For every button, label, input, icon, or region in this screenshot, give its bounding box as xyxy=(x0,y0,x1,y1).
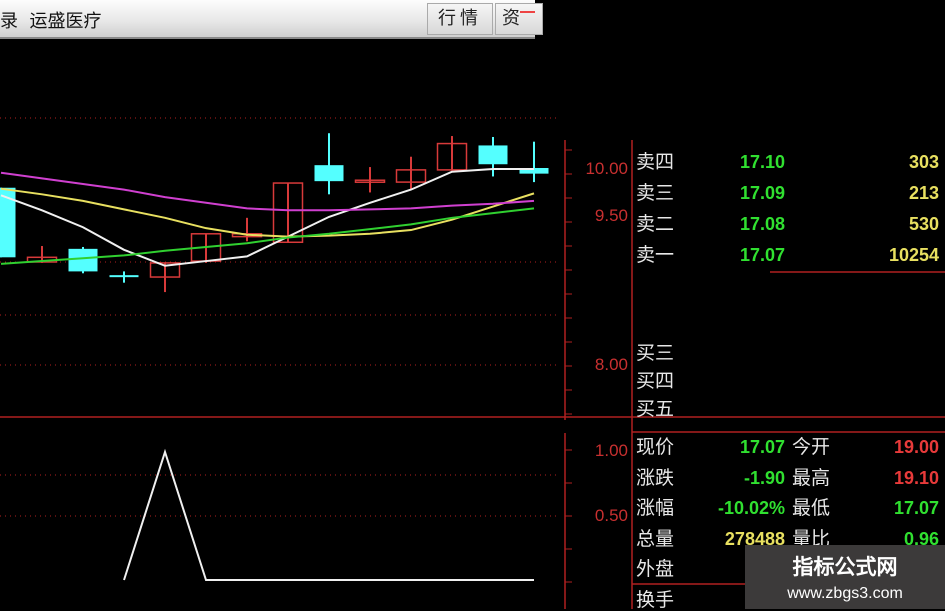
indicator-tick-0-5: 0.50 xyxy=(594,506,628,525)
candle-body xyxy=(0,187,16,258)
bid-label: 买三 xyxy=(636,342,675,364)
ask-volume: 530 xyxy=(908,214,939,234)
ma-line-ma20 xyxy=(0,171,535,212)
candle-body xyxy=(395,169,427,183)
stat-label: 涨幅 xyxy=(636,497,675,519)
stat-value: -1.90 xyxy=(743,467,785,488)
ask-volume: 303 xyxy=(908,152,939,172)
ma-line-ma5 xyxy=(0,167,534,267)
stat-value: 0.96 xyxy=(903,528,939,549)
ask-label: 卖二 xyxy=(636,213,675,235)
candle-body xyxy=(436,142,468,171)
ma-line-ma30 xyxy=(0,207,535,265)
stat-value: -10.02% xyxy=(717,498,785,518)
stat-label: 换手 xyxy=(636,588,675,611)
ask-price: 17.07 xyxy=(739,245,785,265)
stat-label: 最低 xyxy=(792,497,831,519)
indicator-line xyxy=(123,448,534,581)
ask-volume: 213 xyxy=(908,183,939,203)
news-button[interactable]: 资讯 xyxy=(495,3,543,35)
stat-label: 总量 xyxy=(636,527,675,550)
stat-value: 17.07 xyxy=(893,498,939,518)
stat-value: 19.00 xyxy=(893,437,939,457)
stat-label: 外盘 xyxy=(636,558,675,580)
bid-label: 买四 xyxy=(636,370,675,392)
ask-price: 17.10 xyxy=(739,152,785,172)
stat-label: 量比 xyxy=(792,527,831,550)
stat-value: 17.07 xyxy=(739,437,785,457)
watermark-name: 指标公式网 xyxy=(792,555,898,579)
title-bar: 录 运盛医疗 行情 资讯 xyxy=(0,0,543,39)
ask-label: 卖一 xyxy=(636,244,675,266)
price-tick-8: 8.00 xyxy=(594,355,628,374)
bid-label: 买五 xyxy=(636,398,675,420)
ask-price: 17.09 xyxy=(739,183,785,203)
candle-body xyxy=(519,168,549,174)
stat-label: 最高 xyxy=(792,466,831,489)
ask-label: 卖三 xyxy=(636,182,675,204)
candle-body xyxy=(109,275,139,278)
candle-body xyxy=(149,262,181,278)
watermark-url: www.zbgs3.com xyxy=(787,585,903,602)
stock-title: 录 运盛医疗 xyxy=(0,11,102,32)
price-tick-9-5: 9.50 xyxy=(594,206,628,225)
ask-price: 17.08 xyxy=(739,214,785,234)
candle-body xyxy=(354,179,386,183)
price-tick-10: 10.00 xyxy=(585,159,628,178)
ma-line-ma10 xyxy=(0,187,535,238)
candle-body xyxy=(478,145,508,165)
stat-label: 现价 xyxy=(636,436,675,458)
stat-label: 涨跌 xyxy=(636,466,675,489)
watermark: 指标公式网 www.zbgs3.com xyxy=(745,545,945,609)
stat-value: 278488 xyxy=(724,528,785,549)
stat-label: 今开 xyxy=(792,436,831,458)
candle-body xyxy=(68,248,98,272)
quote-button[interactable]: 行情 xyxy=(427,3,493,35)
indicator-tick-1: 1.00 xyxy=(594,441,628,460)
ask-volume: 10254 xyxy=(888,245,939,265)
candle-body xyxy=(314,165,344,182)
stat-value: 19.10 xyxy=(893,467,939,488)
candle-body xyxy=(272,182,304,244)
ask-label: 卖四 xyxy=(636,151,675,173)
